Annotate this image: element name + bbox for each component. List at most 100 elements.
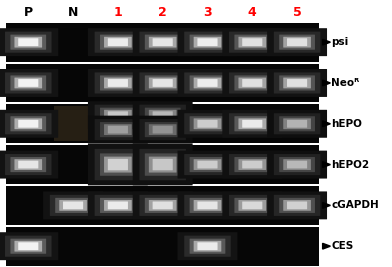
FancyBboxPatch shape (140, 149, 186, 180)
FancyBboxPatch shape (152, 126, 173, 134)
Text: 2: 2 (158, 6, 167, 18)
FancyBboxPatch shape (283, 77, 311, 88)
FancyBboxPatch shape (287, 79, 307, 87)
Bar (99, 106, 137, 141)
FancyBboxPatch shape (15, 77, 42, 88)
FancyBboxPatch shape (198, 38, 218, 46)
FancyBboxPatch shape (104, 200, 132, 211)
FancyBboxPatch shape (152, 79, 173, 87)
Bar (6, 186, 319, 225)
Bar (6, 227, 319, 266)
FancyBboxPatch shape (283, 37, 311, 48)
FancyBboxPatch shape (234, 35, 270, 50)
FancyBboxPatch shape (108, 126, 128, 134)
FancyBboxPatch shape (104, 110, 132, 121)
FancyBboxPatch shape (149, 37, 176, 48)
FancyBboxPatch shape (190, 239, 225, 254)
FancyBboxPatch shape (5, 32, 51, 53)
FancyBboxPatch shape (149, 157, 176, 172)
FancyBboxPatch shape (279, 116, 315, 131)
FancyBboxPatch shape (133, 191, 192, 219)
FancyBboxPatch shape (178, 151, 238, 179)
FancyBboxPatch shape (108, 159, 128, 170)
FancyBboxPatch shape (108, 38, 128, 46)
Polygon shape (323, 39, 330, 45)
Polygon shape (323, 80, 330, 86)
FancyBboxPatch shape (11, 239, 46, 254)
FancyBboxPatch shape (274, 32, 320, 53)
Bar (6, 225, 319, 227)
FancyBboxPatch shape (194, 118, 221, 129)
FancyBboxPatch shape (198, 242, 218, 250)
Polygon shape (323, 202, 330, 208)
FancyBboxPatch shape (178, 110, 238, 138)
FancyBboxPatch shape (198, 79, 218, 87)
FancyBboxPatch shape (194, 241, 221, 252)
FancyBboxPatch shape (152, 202, 173, 209)
FancyBboxPatch shape (140, 119, 186, 140)
FancyBboxPatch shape (0, 232, 58, 260)
FancyBboxPatch shape (242, 79, 262, 87)
FancyBboxPatch shape (88, 28, 148, 56)
FancyBboxPatch shape (283, 118, 311, 129)
Bar (6, 64, 319, 103)
FancyBboxPatch shape (229, 154, 276, 175)
FancyBboxPatch shape (267, 28, 327, 56)
FancyBboxPatch shape (18, 79, 38, 87)
FancyBboxPatch shape (234, 198, 270, 213)
FancyBboxPatch shape (267, 151, 327, 179)
FancyBboxPatch shape (238, 77, 266, 88)
FancyBboxPatch shape (178, 232, 238, 260)
FancyBboxPatch shape (267, 191, 327, 219)
Bar (6, 104, 319, 143)
FancyBboxPatch shape (88, 144, 148, 185)
FancyBboxPatch shape (152, 159, 173, 170)
FancyBboxPatch shape (190, 157, 225, 172)
FancyBboxPatch shape (5, 154, 51, 175)
FancyBboxPatch shape (283, 200, 311, 211)
FancyBboxPatch shape (133, 101, 192, 129)
FancyBboxPatch shape (94, 32, 141, 53)
FancyBboxPatch shape (152, 38, 173, 46)
FancyBboxPatch shape (194, 159, 221, 170)
FancyBboxPatch shape (149, 200, 176, 211)
FancyBboxPatch shape (94, 149, 141, 180)
FancyBboxPatch shape (287, 38, 307, 46)
Bar (6, 184, 319, 186)
FancyBboxPatch shape (18, 161, 38, 168)
FancyBboxPatch shape (198, 202, 218, 209)
FancyBboxPatch shape (11, 157, 46, 172)
FancyBboxPatch shape (88, 116, 148, 144)
FancyBboxPatch shape (133, 116, 192, 144)
FancyBboxPatch shape (11, 116, 46, 131)
FancyBboxPatch shape (229, 32, 276, 53)
Polygon shape (323, 162, 330, 167)
FancyBboxPatch shape (242, 38, 262, 46)
FancyBboxPatch shape (149, 124, 176, 135)
FancyBboxPatch shape (63, 202, 83, 209)
FancyBboxPatch shape (274, 72, 320, 93)
FancyBboxPatch shape (279, 157, 315, 172)
FancyBboxPatch shape (145, 108, 181, 123)
FancyBboxPatch shape (152, 111, 173, 119)
Polygon shape (323, 121, 330, 127)
FancyBboxPatch shape (194, 200, 221, 211)
FancyBboxPatch shape (184, 72, 231, 93)
FancyBboxPatch shape (5, 236, 51, 257)
FancyBboxPatch shape (94, 195, 141, 216)
FancyBboxPatch shape (184, 236, 231, 257)
FancyBboxPatch shape (15, 118, 42, 129)
FancyBboxPatch shape (145, 122, 181, 137)
FancyBboxPatch shape (190, 198, 225, 213)
FancyBboxPatch shape (100, 122, 136, 137)
FancyBboxPatch shape (140, 32, 186, 53)
FancyBboxPatch shape (5, 113, 51, 134)
Text: cGAPDH: cGAPDH (331, 201, 379, 210)
Text: Neoᴿ: Neoᴿ (331, 78, 359, 88)
Bar (6, 143, 319, 145)
Bar (54, 106, 92, 141)
FancyBboxPatch shape (11, 35, 46, 50)
FancyBboxPatch shape (198, 120, 218, 128)
FancyBboxPatch shape (100, 198, 136, 213)
FancyBboxPatch shape (238, 200, 266, 211)
